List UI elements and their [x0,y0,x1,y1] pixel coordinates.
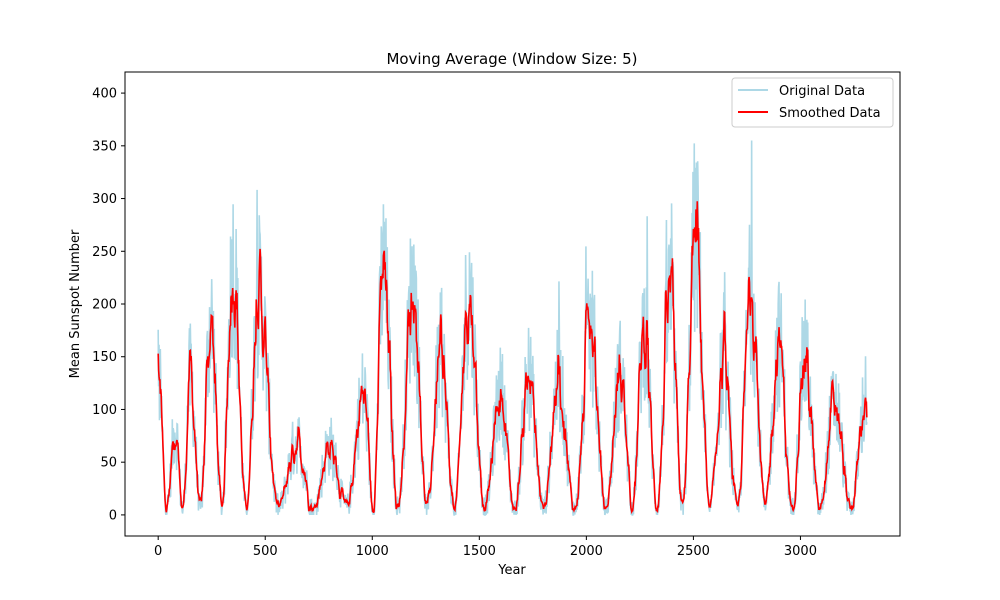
x-tick-label: 1000 [356,544,389,559]
y-tick-label: 0 [109,508,117,523]
y-tick-label: 400 [92,87,117,102]
y-tick-label: 250 [92,245,117,260]
x-tick-label: 500 [253,544,278,559]
series-smoothed-data [157,201,868,515]
legend: Original Data Smoothed Data [731,77,894,128]
x-axis: 0 500 1000 1500 2000 2500 3000 [154,536,817,559]
plot-series [157,140,868,516]
legend-box [731,77,894,128]
x-tick-label: 2000 [570,544,603,559]
x-tick-label: 2500 [677,544,710,559]
x-axis-label: Year [497,563,526,578]
y-axis: 0 50 100 150 200 250 300 350 400 [92,87,125,523]
y-axis-label: Mean Sunspot Number [68,229,83,378]
y-tick-label: 50 [100,456,117,471]
y-tick-label: 350 [92,139,117,154]
legend-label-smoothed: Smoothed Data [779,106,881,121]
x-tick-label: 1500 [463,544,496,559]
x-tick-label: 0 [154,544,162,559]
y-tick-label: 200 [92,298,117,313]
y-tick-label: 100 [92,403,117,418]
y-tick-label: 300 [92,192,117,207]
legend-label-original: Original Data [779,84,865,99]
series-original-data [157,140,868,516]
y-tick-label: 150 [92,350,117,365]
x-tick-label: 3000 [784,544,817,559]
chart-title: Moving Average (Window Size: 5) [386,50,637,68]
